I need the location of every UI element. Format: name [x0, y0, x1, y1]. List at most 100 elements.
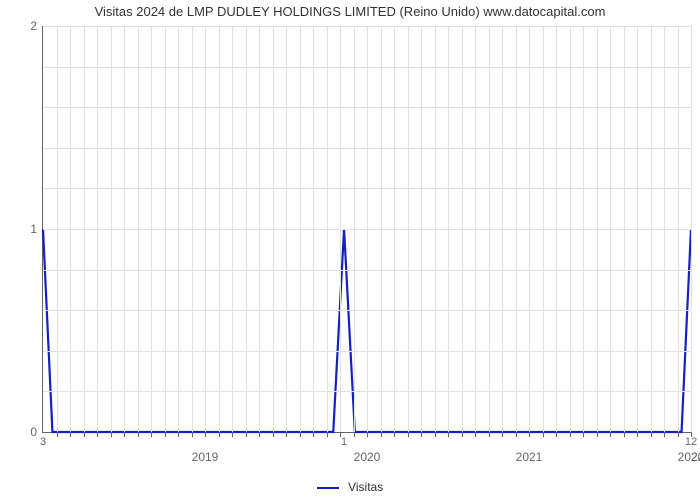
x-tick-mark	[273, 432, 274, 437]
x-tick-mark	[165, 432, 166, 437]
x-axis-year-label: 2021	[516, 450, 543, 464]
x-tick-mark	[475, 432, 476, 437]
gridline-vertical	[138, 26, 139, 432]
x-tick-mark	[624, 432, 625, 437]
gridline-vertical	[367, 26, 368, 432]
x-tick-mark	[610, 432, 611, 437]
x-tick-mark	[583, 432, 584, 437]
x-tick-mark	[421, 432, 422, 437]
x-tick-mark	[84, 432, 85, 437]
legend-swatch	[317, 487, 339, 489]
x-axis-year-label: 2019	[192, 450, 219, 464]
gridline-vertical	[597, 26, 598, 432]
gridline-vertical	[664, 26, 665, 432]
gridline-vertical	[57, 26, 58, 432]
gridline-vertical	[529, 26, 530, 432]
x-tick-mark	[151, 432, 152, 437]
x-tick-mark	[394, 432, 395, 437]
legend-label: Visitas	[348, 480, 383, 494]
x-tick-mark	[462, 432, 463, 437]
x-tick-mark	[97, 432, 98, 437]
gridline-vertical	[489, 26, 490, 432]
legend: Visitas	[0, 480, 700, 494]
gridline-vertical	[313, 26, 314, 432]
gridline-vertical	[394, 26, 395, 432]
gridline-vertical	[583, 26, 584, 432]
gridline-vertical	[678, 26, 679, 432]
x-tick-mark	[70, 432, 71, 437]
gridline-vertical	[475, 26, 476, 432]
x-tick-mark	[570, 432, 571, 437]
gridline-vertical	[178, 26, 179, 432]
x-tick-mark	[138, 432, 139, 437]
x-tick-mark	[192, 432, 193, 437]
x-tick-mark	[664, 432, 665, 437]
x-tick-mark	[178, 432, 179, 437]
gridline-vertical	[232, 26, 233, 432]
gridline-vertical	[219, 26, 220, 432]
gridline-vertical	[151, 26, 152, 432]
gridline-vertical	[408, 26, 409, 432]
x-tick-mark	[124, 432, 125, 437]
x-axis-year-label-clipped: 202	[691, 450, 700, 464]
x-tick-mark	[205, 432, 206, 437]
x-tick-mark	[597, 432, 598, 437]
chart-container: Visitas 2024 de LMP DUDLEY HOLDINGS LIMI…	[0, 0, 700, 500]
x-tick-mark	[543, 432, 544, 437]
gridline-vertical	[327, 26, 328, 432]
x-tick-mark	[529, 432, 530, 437]
x-tick-mark	[435, 432, 436, 437]
gridline-vertical	[556, 26, 557, 432]
x-tick-mark	[354, 432, 355, 437]
gridline-vertical	[205, 26, 206, 432]
x-tick-mark	[300, 432, 301, 437]
gridline-vertical	[421, 26, 422, 432]
gridline-vertical	[381, 26, 382, 432]
x-tick-mark	[516, 432, 517, 437]
x-axis-secondary-label: 1	[341, 436, 347, 448]
x-tick-mark	[637, 432, 638, 437]
x-tick-mark	[502, 432, 503, 437]
x-tick-mark	[57, 432, 58, 437]
x-tick-mark	[448, 432, 449, 437]
x-axis-year-label: 2020	[354, 450, 381, 464]
gridline-vertical	[435, 26, 436, 432]
gridline-vertical	[502, 26, 503, 432]
x-tick-mark	[367, 432, 368, 437]
gridline-vertical	[624, 26, 625, 432]
plot-area: 01231122019202020212022202	[42, 26, 691, 433]
x-axis-secondary-label: 12	[685, 436, 697, 448]
gridline-vertical	[516, 26, 517, 432]
gridline-vertical	[354, 26, 355, 432]
gridline-vertical	[165, 26, 166, 432]
x-tick-mark	[259, 432, 260, 437]
x-tick-mark	[651, 432, 652, 437]
x-tick-mark	[489, 432, 490, 437]
gridline-vertical	[259, 26, 260, 432]
chart-title: Visitas 2024 de LMP DUDLEY HOLDINGS LIMI…	[0, 4, 700, 19]
gridline-vertical	[286, 26, 287, 432]
gridline-vertical	[70, 26, 71, 432]
gridline-vertical	[340, 26, 341, 432]
gridline-vertical	[124, 26, 125, 432]
gridline-vertical	[610, 26, 611, 432]
x-tick-mark	[556, 432, 557, 437]
x-tick-mark	[678, 432, 679, 437]
gridline-vertical	[691, 26, 692, 432]
gridline-vertical	[273, 26, 274, 432]
gridline-vertical	[97, 26, 98, 432]
gridline-vertical	[637, 26, 638, 432]
x-tick-mark	[381, 432, 382, 437]
x-axis-secondary-label: 3	[40, 436, 46, 448]
gridline-vertical	[192, 26, 193, 432]
gridline-vertical	[300, 26, 301, 432]
x-tick-mark	[246, 432, 247, 437]
x-tick-mark	[408, 432, 409, 437]
gridline-vertical	[111, 26, 112, 432]
gridline-vertical	[84, 26, 85, 432]
x-tick-mark	[232, 432, 233, 437]
gridline-vertical	[570, 26, 571, 432]
gridline-vertical	[448, 26, 449, 432]
x-tick-mark	[219, 432, 220, 437]
gridline-vertical	[543, 26, 544, 432]
